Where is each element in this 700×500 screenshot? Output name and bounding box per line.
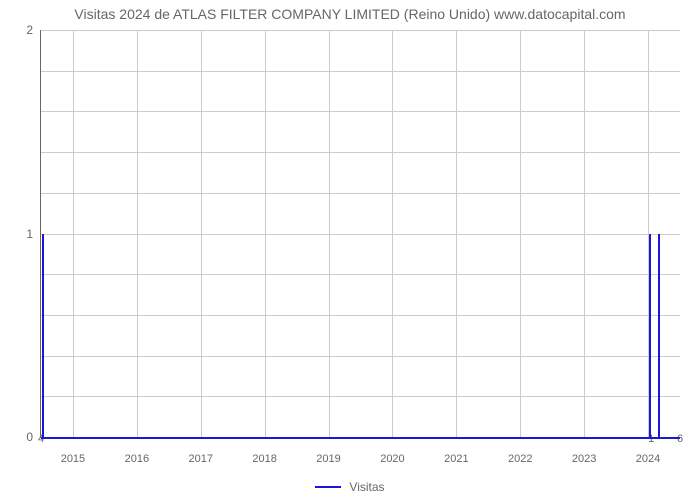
gridline-v [584, 30, 585, 437]
xtick-label: 2022 [508, 453, 532, 465]
series-spike [42, 234, 44, 438]
legend-label: Visitas [349, 480, 384, 494]
gridline-v [392, 30, 393, 437]
xtick-label: 2024 [636, 453, 660, 465]
gridline-v [265, 30, 266, 437]
xtick-label: 2021 [444, 453, 468, 465]
gridline-v [456, 30, 457, 437]
xtick-label: 2015 [61, 453, 85, 465]
legend-swatch [315, 486, 341, 488]
xtick-label: 2023 [572, 453, 596, 465]
gridline-v [137, 30, 138, 437]
legend: Visitas [0, 480, 700, 494]
gridline-v [329, 30, 330, 437]
xtick-label: 2018 [252, 453, 276, 465]
ytick-label: 0 [26, 430, 33, 444]
plot-area: 0122015201620172018201920202021202220232… [40, 30, 680, 438]
xtick-label: 2016 [125, 453, 149, 465]
xtick-label: 2017 [189, 453, 213, 465]
gridline-v [201, 30, 202, 437]
xtick-label: 2019 [316, 453, 340, 465]
secondary-x-right-outer: 6 [677, 433, 683, 445]
ytick-label: 2 [26, 23, 33, 37]
xtick-label: 2020 [380, 453, 404, 465]
chart-title: Visitas 2024 de ATLAS FILTER COMPANY LIM… [0, 6, 700, 22]
series-baseline [41, 437, 680, 439]
series-spike [649, 234, 651, 438]
series-spike [658, 234, 660, 438]
gridline-v [520, 30, 521, 437]
chart-container: Visitas 2024 de ATLAS FILTER COMPANY LIM… [0, 0, 700, 500]
ytick-label: 1 [26, 227, 33, 241]
gridline-v [73, 30, 74, 437]
